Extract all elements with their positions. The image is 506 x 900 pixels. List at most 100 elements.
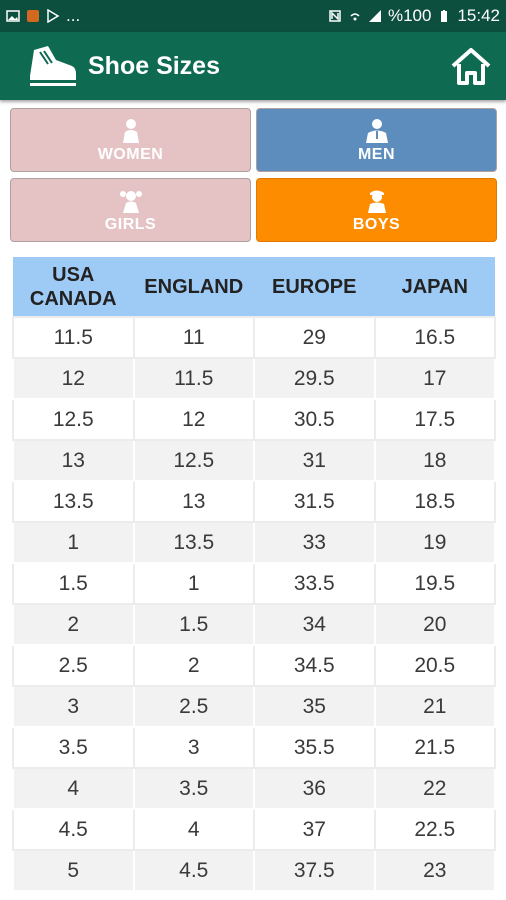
header-japan: JAPAN xyxy=(374,257,495,317)
category-grid: WOMEN MEN GIRLS BOYS xyxy=(10,108,497,242)
header-england: ENGLAND xyxy=(133,257,254,317)
girls-button[interactable]: GIRLS xyxy=(10,178,251,242)
sneaker-icon xyxy=(30,46,76,86)
table-cell: 2.5 xyxy=(12,644,135,687)
table-cell: 13.5 xyxy=(12,480,135,523)
table-cell: 4.5 xyxy=(132,849,255,892)
table-cell: 4.5 xyxy=(12,808,135,851)
table-cell: 1.5 xyxy=(132,603,255,646)
table-cell: 19 xyxy=(373,521,496,564)
table-cell: 36 xyxy=(253,767,376,810)
table-cell: 29 xyxy=(253,316,376,359)
table-cell: 17 xyxy=(373,357,496,400)
header-usa-canada: USA CANADA xyxy=(13,257,134,317)
header-canada-text: CANADA xyxy=(29,287,117,310)
table-cell: 3 xyxy=(12,685,135,728)
table-cell: 11.5 xyxy=(12,316,135,359)
signal-icon xyxy=(368,10,381,22)
table-row: 12 11.5 29.5 17 xyxy=(12,357,496,400)
table-cell: 1 xyxy=(12,521,135,564)
status-bar: ... %100 15:42 xyxy=(0,0,506,32)
table-row: 13.5 13 31.5 18.5 xyxy=(12,480,496,523)
table-cell: 33.5 xyxy=(253,562,376,605)
boys-button[interactable]: BOYS xyxy=(256,178,497,242)
table-cell: 5 xyxy=(12,849,135,892)
table-cell: 4 xyxy=(12,767,135,810)
table-row: 1 13.5 33 19 xyxy=(12,521,496,564)
girls-label: GIRLS xyxy=(104,215,157,233)
table-cell: 11.5 xyxy=(132,357,255,400)
table-cell: 37 xyxy=(253,808,376,851)
table-cell: 18 xyxy=(373,439,496,482)
table-cell: 13.5 xyxy=(132,521,255,564)
size-rows: 11.5 11 29 16.5 12 11.5 29.5 17 12.5 12 30.5 17.5 13… xyxy=(12,316,496,892)
table-cell: 22.5 xyxy=(373,808,496,851)
boy-icon xyxy=(367,190,386,213)
table-cell: 20 xyxy=(373,603,496,646)
status-left: ... xyxy=(6,6,80,26)
table-row: 2 1.5 34 20 xyxy=(12,603,496,646)
table-row: 5 4.5 37.5 23 xyxy=(12,849,496,892)
header-europe: EUROPE xyxy=(254,257,375,317)
table-cell: 1 xyxy=(132,562,255,605)
size-table-wrap: USA CANADA ENGLAND EUROPE JAPAN 11.5 11 29… xyxy=(12,257,496,892)
table-row: 4.5 4 37 22.5 xyxy=(12,808,496,851)
table-cell: 22 xyxy=(373,767,496,810)
table-cell: 34.5 xyxy=(253,644,376,687)
app-notification-icon xyxy=(27,10,39,22)
table-cell: 33 xyxy=(253,521,376,564)
home-icon[interactable] xyxy=(450,46,492,86)
more-notifications: ... xyxy=(66,6,81,25)
table-cell: 30.5 xyxy=(253,398,376,441)
table-cell: 12 xyxy=(132,398,255,441)
table-cell: 12.5 xyxy=(12,398,135,441)
table-cell: 35.5 xyxy=(253,726,376,769)
nfc-icon xyxy=(329,10,341,22)
battery-text: %100 xyxy=(387,6,432,25)
table-cell: 2 xyxy=(12,603,135,646)
girl-icon xyxy=(119,190,142,213)
table-cell: 17.5 xyxy=(373,398,496,441)
table-cell: 21 xyxy=(373,685,496,728)
table-header-row: USA CANADA ENGLAND EUROPE JAPAN xyxy=(13,257,495,317)
status-right: %100 15:42 xyxy=(328,6,500,26)
table-cell: 20.5 xyxy=(373,644,496,687)
size-table: USA CANADA ENGLAND EUROPE JAPAN 11.5 11 29… xyxy=(12,257,496,892)
table-cell: 11 xyxy=(132,316,255,359)
table-cell: 3 xyxy=(132,726,255,769)
clock: 15:42 xyxy=(457,6,500,25)
table-row: 3.5 3 35.5 21.5 xyxy=(12,726,496,769)
header-usa-text: USA xyxy=(52,263,95,286)
table-cell: 3.5 xyxy=(12,726,135,769)
table-row: 1.5 1 33.5 19.5 xyxy=(12,562,496,605)
table-cell: 12.5 xyxy=(132,439,255,482)
table-cell: 1.5 xyxy=(12,562,135,605)
table-cell: 19.5 xyxy=(373,562,496,605)
table-cell: 16.5 xyxy=(373,316,496,359)
men-button[interactable]: MEN xyxy=(256,108,497,172)
table-row: 4 3.5 36 22 xyxy=(12,767,496,810)
man-icon xyxy=(365,118,388,143)
table-cell: 37.5 xyxy=(253,849,376,892)
table-cell: 2 xyxy=(132,644,255,687)
table-cell: 31 xyxy=(253,439,376,482)
table-cell: 23 xyxy=(373,849,496,892)
women-button[interactable]: WOMEN xyxy=(10,108,251,172)
table-cell: 21.5 xyxy=(373,726,496,769)
table-cell: 31.5 xyxy=(253,480,376,523)
table-cell: 4 xyxy=(132,808,255,851)
app-bar: Shoe Sizes xyxy=(0,32,506,100)
table-row: 2.5 2 34.5 20.5 xyxy=(12,644,496,687)
battery-icon xyxy=(441,10,448,22)
wifi-icon xyxy=(350,13,360,21)
table-row: 3 2.5 35 21 xyxy=(12,685,496,728)
table-cell: 35 xyxy=(253,685,376,728)
table-cell: 13 xyxy=(132,480,255,523)
play-store-icon xyxy=(47,9,60,23)
boys-label: BOYS xyxy=(352,215,401,233)
table-cell: 3.5 xyxy=(132,767,255,810)
woman-icon xyxy=(122,118,139,143)
men-label: MEN xyxy=(357,145,396,163)
table-cell: 29.5 xyxy=(253,357,376,400)
table-row: 12.5 12 30.5 17.5 xyxy=(12,398,496,441)
